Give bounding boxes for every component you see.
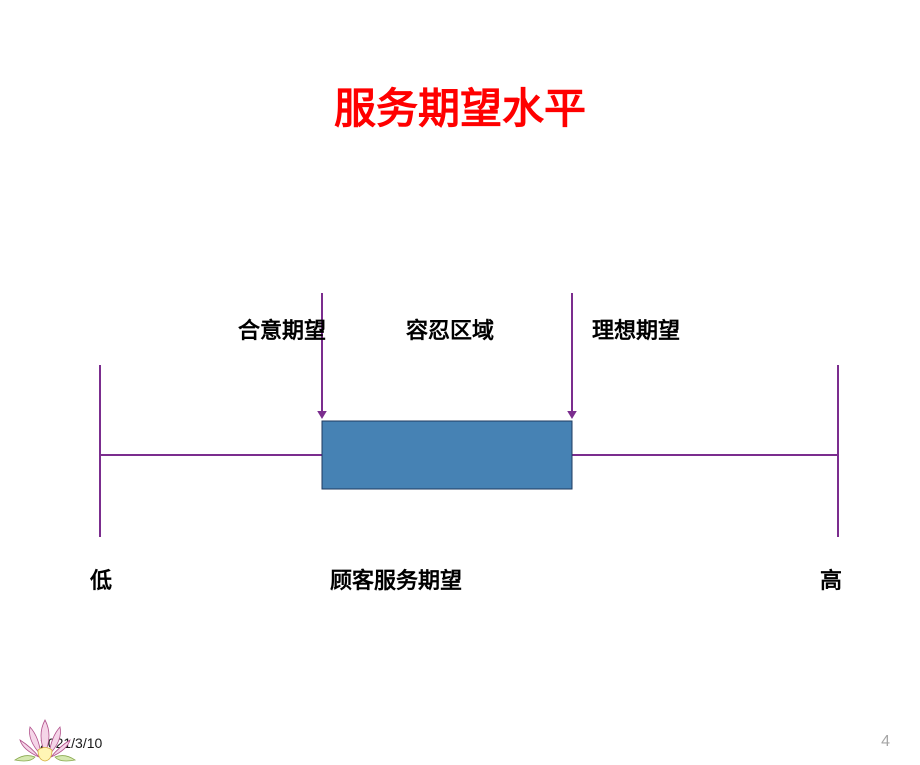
label-axis: 顾客服务期望 [330, 563, 462, 595]
label-left-arrow: 合意期望 [238, 313, 326, 345]
label-center: 容忍区域 [406, 313, 494, 345]
diagram-svg [0, 75, 920, 765]
label-low: 低 [90, 563, 112, 595]
label-right-arrow: 理想期望 [592, 313, 680, 345]
footer-page-number: 4 [881, 733, 890, 751]
diagram-container: 合意期望 容忍区域 理想期望 低 高 顾客服务期望 [0, 75, 920, 765]
label-high: 高 [820, 563, 842, 595]
lotus-icon [5, 705, 85, 765]
